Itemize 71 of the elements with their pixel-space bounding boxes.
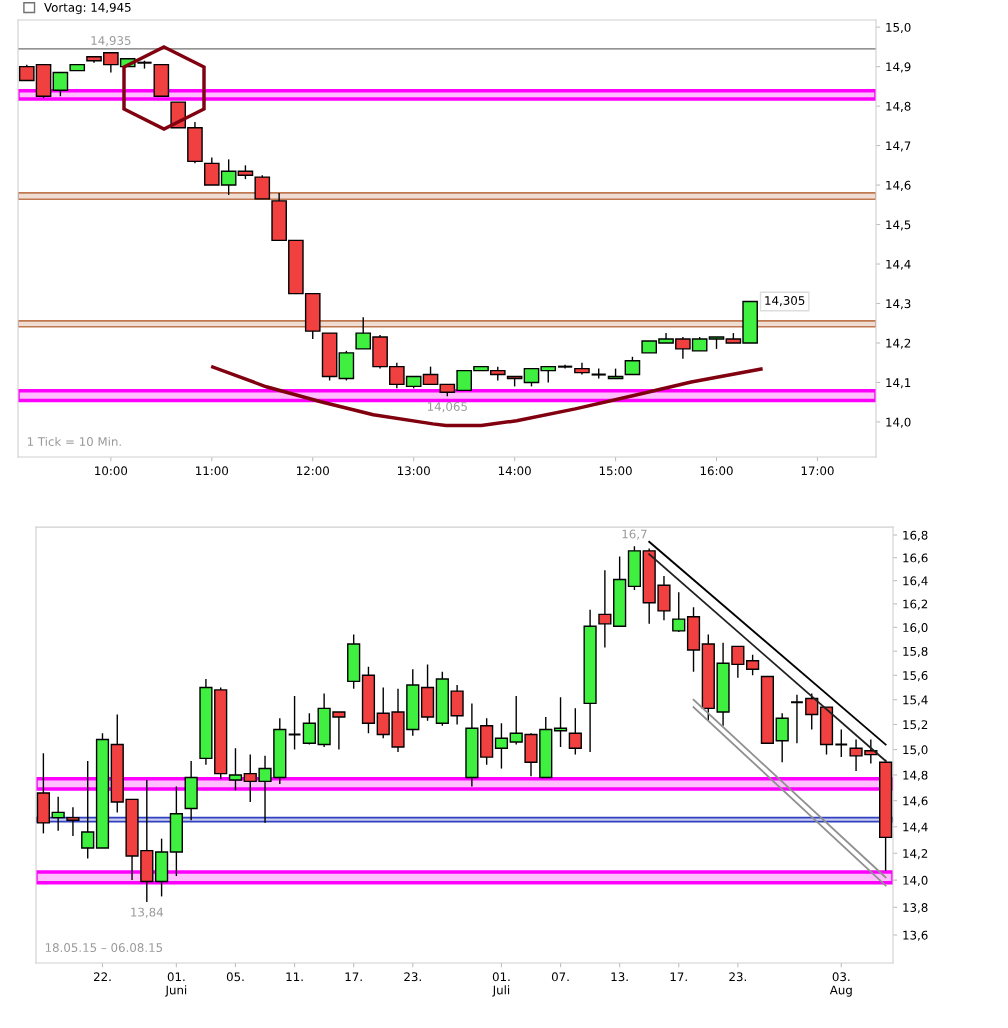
x-tick-label: 10:00: [95, 466, 128, 476]
candlestick: [805, 692, 819, 731]
y-tick-label: 14,4: [903, 822, 928, 833]
annotation: 14,305: [765, 296, 805, 307]
annotation: 14,935: [91, 36, 131, 47]
candlestick: [81, 760, 95, 860]
line-series: [211, 365, 763, 428]
x-tick-label: 01. Juli: [492, 972, 510, 997]
x-tick-label: 16:00: [700, 466, 733, 476]
candlestick: [834, 728, 849, 758]
y-tick-label: 14,9: [886, 62, 911, 73]
candlestick: [494, 722, 509, 770]
x-tick-label: 17.: [670, 972, 687, 982]
y-tick-label: 15,4: [903, 695, 928, 706]
candlestick: [52, 71, 69, 97]
y-tick-label: 14,7: [886, 141, 911, 152]
candlestick: [254, 174, 271, 200]
y-tick-label: 14,8: [886, 101, 911, 112]
y-tick-label: 15,6: [903, 671, 928, 682]
x-tick-label: 14:00: [498, 466, 531, 476]
annotation: 14,065: [427, 402, 467, 413]
y-tick-label: 14,2: [903, 849, 928, 860]
annotation: 13,84: [131, 907, 164, 918]
annotation: 16,7: [622, 529, 647, 540]
x-tick-label: 17.: [345, 972, 362, 982]
y-tick-label: 15,0: [886, 22, 911, 34]
y-tick-label: 14,0: [886, 417, 911, 428]
y-tick-label: 14,3: [886, 299, 911, 310]
y-tick-label: 14,4: [886, 259, 911, 270]
legend-label: Vortag: 14,945: [44, 2, 131, 15]
annotation: 18.05.15 – 06.08.15: [45, 943, 163, 953]
x-tick-label: 11:00: [196, 466, 229, 476]
x-tick-label: 01. Juni: [164, 972, 187, 997]
y-tick-label: 13,8: [903, 903, 928, 914]
y-tick-label: 14,8: [903, 770, 928, 781]
y-tick-label: 16,2: [903, 599, 928, 610]
y-tick-label: 13,6: [903, 930, 928, 941]
y-tick-label: 14,5: [886, 220, 911, 231]
candlestick: [302, 712, 316, 746]
x-tick-label: 23.: [729, 972, 746, 982]
x-tick-label: 12:00: [297, 466, 329, 476]
y-tick-label: 14,1: [886, 378, 911, 389]
y-tick-label: 15,2: [903, 720, 928, 731]
y-tick-label: 16,6: [903, 553, 928, 564]
candlestick: [775, 712, 789, 763]
y-tick-label: 15,8: [903, 646, 928, 658]
y-tick-label: 14,2: [886, 338, 911, 349]
y-tick-label: 14,0: [903, 875, 928, 886]
candlestick: [672, 591, 686, 633]
x-tick-label: 13.: [611, 972, 628, 982]
x-tick-label: 11.: [286, 972, 303, 982]
x-tick-label: 23.: [404, 972, 421, 982]
y-tick-label: 14,6: [886, 180, 911, 191]
y-tick-label: 14,6: [903, 796, 928, 807]
x-tick-label: 07.: [551, 972, 569, 982]
candlestick: [746, 654, 760, 676]
x-tick-label: 17:00: [801, 466, 834, 476]
candlestick: [228, 747, 243, 792]
candlestick: [598, 569, 612, 649]
candlestick: [568, 707, 582, 756]
x-tick-label: 15:00: [599, 466, 632, 476]
y-tick-label: 16,0: [903, 623, 928, 634]
annotation: 1 Tick = 10 Min.: [27, 436, 121, 447]
x-tick-label: 22.: [93, 972, 111, 982]
x-tick-label: 05.: [226, 972, 244, 982]
y-tick-label: 15,0: [903, 745, 928, 756]
y-tick-label: 16,4: [903, 576, 928, 587]
x-tick-label: 13:00: [397, 466, 430, 476]
y-tick-label: 16,8: [903, 530, 928, 541]
x-tick-label: 03. Aug: [829, 972, 852, 997]
candlestick: [790, 694, 804, 744]
